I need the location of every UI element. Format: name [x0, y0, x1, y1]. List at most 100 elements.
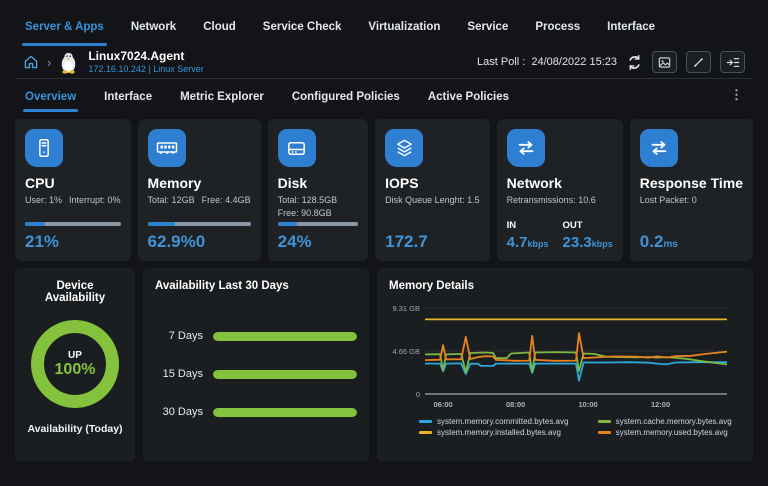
disk-title: Disk — [277, 175, 308, 191]
tab-overview[interactable]: Overview — [22, 91, 79, 112]
availability-percent: 100% — [54, 360, 96, 378]
svg-text:0: 0 — [416, 390, 420, 399]
memory-details-title: Memory Details — [389, 280, 475, 292]
memory-card: Memory Total: 12GB Free: 4.4GB 62.9%0 — [137, 119, 261, 261]
legend-item[interactable]: system.cache.memory.bytes.avg — [597, 417, 741, 426]
nav-item-server-apps[interactable]: Server & Apps — [22, 21, 107, 46]
refresh-icon[interactable] — [626, 54, 643, 71]
disk-value: 24% — [277, 232, 312, 251]
memory-title: Memory — [147, 175, 202, 191]
disk-card: Disk Total: 128.5GB Free: 90.8GB 24% — [267, 119, 369, 261]
availability-row-30days: 30 Days — [155, 406, 357, 418]
availability-row-7days: 7 Days — [155, 330, 357, 342]
device-name: Linux7024.Agent — [88, 48, 185, 63]
legend-label: system.memory.installed.bytes.avg — [437, 428, 561, 437]
memory-free: Free: 4.4GB — [201, 195, 251, 205]
iops-value: 172.7 — [385, 232, 428, 251]
cpu-card: CPU User: 1% Interrupt: 0% 21% — [15, 119, 131, 261]
row-label: 15 Days — [162, 368, 203, 380]
lost-packet: Lost Packet: 0 — [639, 195, 697, 205]
disk-progress-fill — [277, 222, 297, 226]
legend-item[interactable]: system.memory.installed.bytes.avg — [419, 428, 578, 437]
memory-details-panel: Memory Details 9.31 GB 4.66 GB 0 06:00 08:00… — [377, 268, 753, 462]
response-time-arrows-icon — [639, 129, 678, 167]
metric-cards: CPU User: 1% Interrupt: 0% 21% Memory To… — [15, 119, 753, 261]
response-time-title: Response Time — [639, 175, 743, 191]
network-subtext: Retransmissions: 10.6 — [507, 195, 613, 205]
response-time-subtext: Lost Packet: 0 — [640, 195, 743, 205]
bottom-panels: Device Availability UP 100% Availability… — [15, 268, 753, 462]
cpu-title: CPU — [25, 175, 55, 191]
device-bar-actions: Last Poll : 24/08/2022 15:23 — [477, 51, 745, 73]
network-in-value: 4.7kbps — [506, 234, 549, 251]
nav-item-network[interactable]: Network — [130, 21, 177, 33]
cpu-user: User: 1% — [25, 195, 63, 205]
cpu-progress-track — [25, 222, 121, 226]
nav-item-virtualization[interactable]: Virtualization — [368, 21, 441, 33]
nav-item-service[interactable]: Service — [467, 21, 509, 33]
bar-track — [213, 407, 357, 417]
row-label: 30 Days — [162, 406, 203, 418]
legend-item[interactable]: system.memory.committed.bytes.avg — [419, 417, 578, 426]
cpu-interrupt: Interrupt: 0% — [69, 195, 121, 205]
disk-subtext: Total: 128.5GB Free: 90.8GB — [278, 195, 359, 218]
response-time-card: Response Time Lost Packet: 0 0.2ms — [629, 119, 753, 261]
cpu-value: 21% — [25, 232, 60, 251]
svg-text:08:00: 08:00 — [506, 400, 525, 409]
network-title: Network — [506, 175, 562, 191]
tab-metric-explorer[interactable]: Metric Explorer — [180, 91, 264, 103]
legend-item[interactable]: system.memory.used.bytes.avg — [597, 428, 741, 437]
tab-interface[interactable]: Interface — [104, 91, 153, 103]
availability-bars: 7 Days 15 Days 30 Days — [155, 330, 357, 418]
home-icon[interactable] — [23, 54, 39, 70]
device-subtitle: 172.16.10.242 | Linux Server — [88, 63, 204, 74]
device-identity: Linux7024.Agent 172.16.10.242 | Linux Se… — [88, 48, 204, 74]
more-options-kebab-icon[interactable]: ⋮ — [730, 87, 743, 102]
diagonal-link-icon[interactable] — [686, 51, 711, 73]
tab-active-policies[interactable]: Active Policies — [427, 91, 510, 103]
svg-text:9.31 GB: 9.31 GB — [392, 304, 420, 313]
svg-text:10:00: 10:00 — [578, 400, 597, 409]
response-time-value: 0.2ms — [639, 232, 678, 251]
legend-dash-icon — [597, 420, 611, 423]
nav-item-cloud[interactable]: Cloud — [203, 21, 236, 33]
availability-30days-panel: Availability Last 30 Days 7 Days 15 Days… — [143, 268, 369, 462]
legend-dash-icon — [419, 420, 432, 423]
availability-donut-chart: UP 100% — [31, 320, 119, 408]
nav-item-interface[interactable]: Interface — [607, 21, 656, 33]
bar-track — [213, 331, 357, 341]
nav-item-process[interactable]: Process — [535, 21, 581, 33]
bar-fill — [213, 369, 357, 379]
legend-dash-icon — [419, 431, 432, 434]
device-availability-panel: Device Availability UP 100% Availability… — [15, 268, 135, 462]
memory-progress-fill — [147, 222, 176, 226]
disk-icon — [277, 129, 316, 167]
cpu-icon — [25, 129, 63, 167]
network-retransmissions: Retransmissions: 10.6 — [506, 195, 596, 205]
availability-row-15days: 15 Days — [155, 368, 357, 380]
bar-fill — [213, 331, 357, 341]
device-availability-title: Device Availability — [44, 280, 106, 304]
nav-item-service-check[interactable]: Service Check — [262, 21, 342, 33]
top-nav: Server & Apps Network Cloud Service Chec… — [0, 0, 768, 46]
iops-subtext: Disk Queue Lenght: 1.5 — [385, 195, 480, 205]
network-arrows-icon — [506, 129, 545, 167]
tab-configured-policies[interactable]: Configured Policies — [291, 91, 400, 103]
snapshot-image-icon[interactable] — [652, 51, 677, 73]
memory-total: Total: 12GB — [147, 195, 195, 205]
linux-penguin-icon — [59, 51, 78, 74]
availability-30days-title: Availability Last 30 Days — [155, 280, 289, 292]
network-in-label: IN — [506, 220, 517, 231]
last-poll-label: Last Poll : — [477, 56, 526, 68]
memory-details-legend: system.memory.committed.bytes.avg system.… — [419, 417, 741, 437]
legend-label: system.memory.committed.bytes.avg — [437, 417, 569, 426]
iops-title: IOPS — [385, 175, 419, 191]
last-poll-value: 24/08/2022 15:23 — [531, 56, 617, 68]
svg-text:4.66 GB: 4.66 GB — [392, 347, 420, 356]
legend-label: system.cache.memory.bytes.avg — [615, 417, 732, 426]
row-label: 7 Days — [168, 330, 203, 342]
memory-progress-track — [147, 222, 251, 226]
side-panel-icon[interactable] — [720, 51, 745, 73]
disk-free: Free: 90.8GB — [277, 208, 332, 218]
memory-icon — [147, 129, 186, 167]
